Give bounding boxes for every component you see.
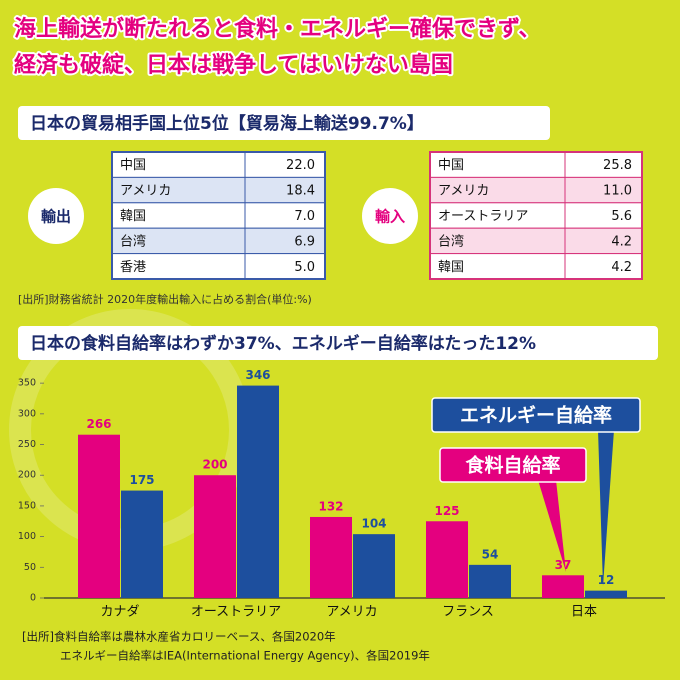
data-label: 54	[482, 547, 499, 561]
title-line: 海上輸送が断たれると食料・エネルギー確保できず、	[14, 16, 540, 42]
table-cell: オーストラリア	[438, 209, 528, 224]
table-cell: 台湾	[120, 233, 146, 249]
bar	[310, 516, 352, 598]
bar	[469, 564, 511, 598]
heading-banner	[18, 106, 550, 140]
table-cell: 中国	[438, 158, 464, 173]
x-tick-label: フランス	[442, 605, 494, 620]
table-row	[429, 176, 643, 204]
y-tick-label: 50	[24, 562, 36, 573]
section-heading: 日本の貿易相手国上位5位【貿易海上輸送99.7%】	[30, 113, 424, 134]
label-circle	[362, 188, 418, 244]
bar	[353, 534, 395, 598]
y-tick-label: 350	[18, 378, 36, 389]
table-row	[429, 151, 643, 178]
y-tick-label: 150	[18, 500, 36, 511]
table-cell: 香港	[120, 260, 146, 275]
bar	[78, 434, 120, 598]
table-border	[111, 151, 326, 280]
data-label: 200	[202, 458, 227, 472]
table-cell: 中国	[120, 158, 146, 173]
x-tick-label: オーストラリア	[191, 605, 281, 620]
chart-title: 日本の食料自給率はわずか37%、エネルギー自給率はたった12%	[30, 333, 536, 354]
table-cell: 6.9	[294, 234, 315, 249]
table-cell: アメリカ	[120, 184, 171, 199]
table-cell: 5.0	[294, 260, 315, 275]
table-row	[111, 176, 326, 204]
x-tick-label: アメリカ	[326, 605, 377, 620]
callout-pointer	[598, 430, 614, 586]
data-label: 125	[434, 504, 459, 518]
y-tick-label: 100	[18, 531, 36, 542]
table-cell: 4.2	[611, 260, 632, 275]
y-tick-label: 250	[18, 439, 36, 450]
data-label: 175	[129, 473, 154, 487]
table-cell: 5.6	[611, 209, 632, 224]
table-cell: 韓国	[120, 209, 146, 224]
data-label: 132	[318, 499, 343, 513]
data-label: 37	[555, 558, 572, 572]
data-label: 346	[245, 368, 270, 382]
table-cell: 4.2	[611, 234, 632, 249]
x-tick-label: 日本	[571, 605, 597, 620]
y-tick-label: 200	[18, 470, 36, 481]
source-note: [出所]財務省統計 2020年度輸出輸入に占める割合(単位:%)	[18, 292, 312, 306]
table-row	[429, 253, 643, 280]
table-label: 輸出	[41, 208, 71, 226]
table-cell: 25.8	[603, 158, 632, 173]
table-cell: 22.0	[286, 158, 315, 173]
title-line: 経済も破綻、日本は戦争してはいけない島国	[14, 52, 453, 78]
bar	[237, 385, 279, 598]
source-note: [出所]食料自給率は農林水産省カロリーベース、各国2020年	[22, 630, 336, 644]
y-tick-label: 300	[18, 408, 36, 419]
legend-label: エネルギー自給率	[460, 404, 612, 427]
table-cell: 7.0	[294, 209, 315, 224]
table-row	[111, 151, 326, 178]
table-cell: アメリカ	[438, 184, 489, 199]
table-label: 輸入	[375, 208, 405, 226]
table-cell: 11.0	[603, 184, 632, 199]
x-tick-label: カナダ	[100, 605, 139, 620]
data-label: 266	[86, 417, 111, 431]
legend-label: 食料自給率	[465, 454, 560, 477]
bar	[121, 490, 163, 598]
bar	[585, 590, 627, 598]
bar	[194, 475, 236, 598]
label-circle	[28, 188, 84, 244]
callout-pointer	[538, 480, 566, 572]
legend-box	[431, 397, 641, 433]
source-note: エネルギー自給率はIEA(International Energy Agency…	[60, 649, 430, 663]
data-label: 12	[598, 573, 615, 587]
table-row	[429, 202, 643, 229]
legend-box	[439, 447, 587, 483]
data-label: 104	[361, 517, 386, 531]
table-cell: 台湾	[438, 233, 464, 249]
heading-banner	[18, 326, 658, 360]
table-cell: 韓国	[438, 260, 464, 275]
bar	[426, 521, 468, 598]
y-tick-label: 0	[30, 593, 36, 604]
table-border	[429, 151, 643, 280]
table-cell: 18.4	[286, 184, 315, 199]
bar	[542, 575, 584, 598]
